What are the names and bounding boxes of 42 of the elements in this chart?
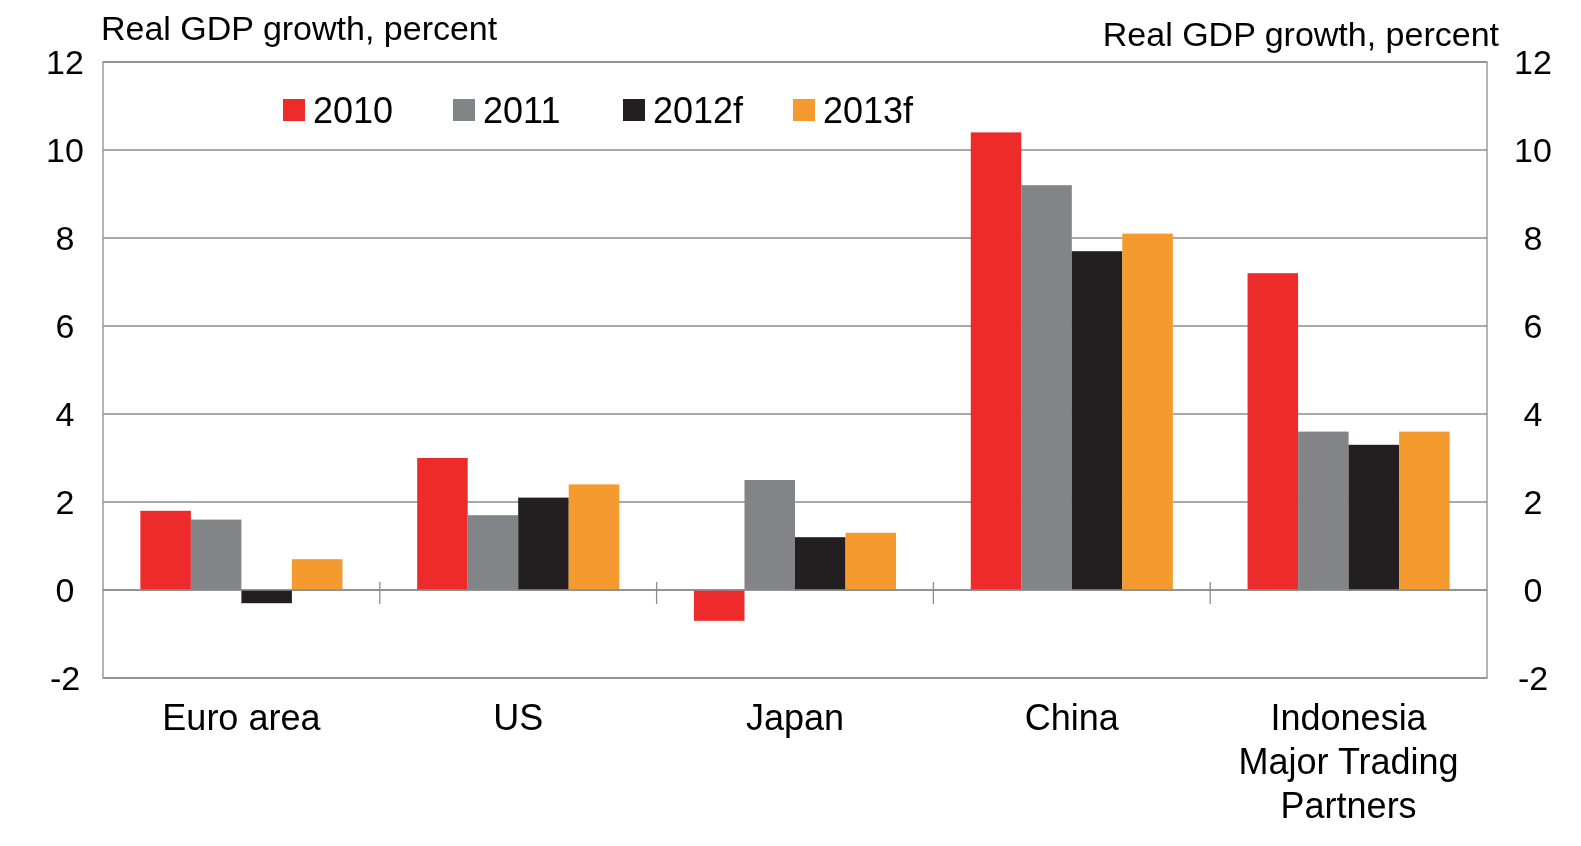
x-tick-label: US xyxy=(493,697,544,738)
bar xyxy=(795,537,846,590)
y2-tick-label: 10 xyxy=(1514,131,1552,169)
x-tick-label: Indonesia Major Trading Partners xyxy=(1238,697,1459,826)
x-tick-label: Euro area xyxy=(162,697,322,738)
y-tick-label: 6 xyxy=(55,307,75,345)
legend-label: 2013f xyxy=(823,89,915,131)
y-axis-title: Real GDP growth, percent xyxy=(101,9,498,47)
bar xyxy=(1122,233,1173,590)
y-tick-label: 12 xyxy=(46,43,84,81)
bar xyxy=(568,484,620,590)
y2-axis-title: Real GDP growth, percent xyxy=(1102,15,1500,53)
bar xyxy=(241,590,292,604)
y-tick-label: -2 xyxy=(49,659,81,697)
y-tick-label: 8 xyxy=(55,219,75,257)
y2-tick-label: 8 xyxy=(1523,219,1543,257)
y-tick-label: 0 xyxy=(55,571,75,609)
y-tick-label: 10 xyxy=(46,131,84,169)
bar xyxy=(417,458,468,590)
y2-tick-label: 2 xyxy=(1523,483,1543,521)
bar xyxy=(970,132,1022,590)
bar xyxy=(693,590,745,621)
bar xyxy=(1071,251,1123,590)
bar xyxy=(845,532,897,590)
bar xyxy=(291,559,343,590)
y2-tick-label: 4 xyxy=(1523,395,1543,433)
y-tick-label: 2 xyxy=(55,483,75,521)
bar xyxy=(1348,444,1400,590)
bar xyxy=(140,510,191,590)
y2-tick-label: -2 xyxy=(1517,659,1549,697)
legend-label: 2012f xyxy=(653,89,745,131)
x-tick-label: China xyxy=(1024,697,1120,738)
y-tick-label: 4 xyxy=(55,395,75,433)
y2-tick-label: 0 xyxy=(1523,571,1543,609)
bar xyxy=(1399,431,1450,590)
x-tick-label: Japan xyxy=(745,697,845,738)
y2-tick-label: 6 xyxy=(1523,307,1543,345)
bar xyxy=(1247,273,1299,590)
y2-tick-label: 12 xyxy=(1514,43,1552,81)
legend-label: 2011 xyxy=(483,89,561,131)
legend-label: 2010 xyxy=(313,89,394,131)
bar xyxy=(518,497,569,590)
